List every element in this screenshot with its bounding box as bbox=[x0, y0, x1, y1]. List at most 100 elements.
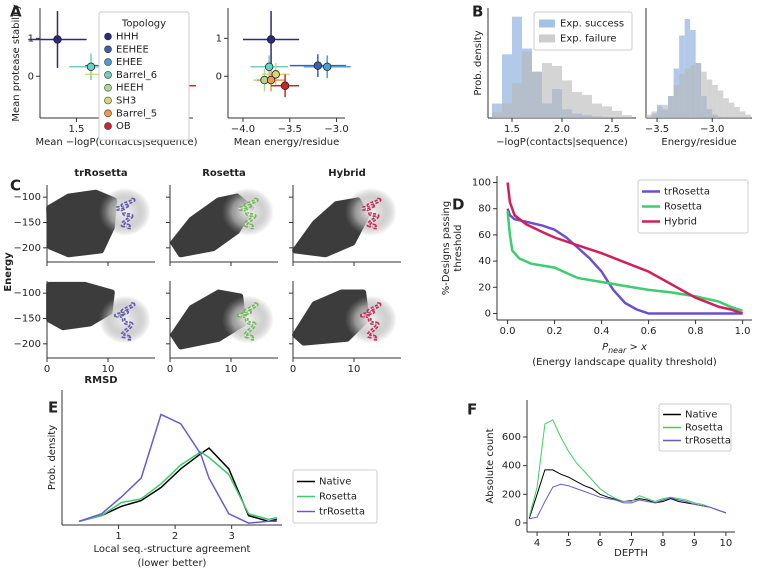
legend-label: Barrel_5 bbox=[116, 108, 157, 119]
legend-marker bbox=[104, 71, 112, 79]
x-tick-label: 0.8 bbox=[688, 326, 704, 337]
x-axis-label: RMSD bbox=[84, 375, 117, 386]
histogram-bar bbox=[522, 51, 532, 118]
x-tick-label: 8 bbox=[660, 538, 666, 549]
legend-label: Native bbox=[319, 477, 351, 488]
histogram-bar bbox=[662, 104, 669, 118]
y-tick-label: 40 bbox=[478, 256, 491, 267]
y-tick-label: −200 bbox=[14, 243, 41, 254]
x-axis-label: DEPTH bbox=[614, 548, 648, 559]
legend-label: Barrel_6 bbox=[116, 70, 157, 81]
x-tick-label: 0.4 bbox=[594, 326, 610, 337]
point bbox=[313, 61, 323, 70]
legend-label: trRosetta bbox=[664, 187, 710, 198]
legend-label: HEEH bbox=[116, 83, 144, 94]
legend-title: Topology bbox=[121, 19, 166, 30]
legend-box bbox=[292, 469, 378, 524]
histogram-bar bbox=[502, 103, 512, 118]
y-tick-label: 60 bbox=[478, 230, 491, 241]
x-tick-label: 2.0 bbox=[554, 124, 570, 135]
y-tick-label: −100 bbox=[14, 192, 41, 203]
histogram-bar bbox=[532, 71, 542, 118]
y-axis-label: Prob. density bbox=[473, 30, 484, 95]
legend-label: Hybrid bbox=[664, 217, 697, 228]
legend-swatch bbox=[539, 19, 555, 28]
x-tick-label: 10 bbox=[225, 364, 238, 375]
line-series bbox=[506, 211, 743, 312]
legend-marker bbox=[104, 109, 112, 118]
histogram-bar bbox=[745, 114, 751, 118]
line-series bbox=[506, 182, 744, 315]
line-series bbox=[528, 419, 727, 518]
point bbox=[53, 35, 62, 44]
histogram-bar bbox=[690, 65, 696, 118]
protein-cartoon bbox=[361, 303, 380, 340]
x-tick-label: 1.0 bbox=[735, 326, 751, 337]
y-axis-label: Mean protease stability bbox=[11, 4, 22, 121]
y-tick-label: −100 bbox=[14, 288, 41, 299]
x-axis-label-part: P bbox=[602, 342, 609, 353]
y-tick-label: 20 bbox=[478, 282, 491, 293]
histogram-bar bbox=[502, 54, 512, 118]
legend-label: Rosetta bbox=[319, 492, 357, 503]
legend-label: Exp. failure bbox=[560, 34, 617, 45]
protein-cartoon bbox=[115, 303, 134, 340]
native-glow bbox=[344, 187, 397, 236]
x-axis-label: Pnear > x bbox=[602, 342, 647, 355]
x-tick-label: −4.0 bbox=[231, 124, 255, 135]
legend-marker bbox=[104, 122, 112, 130]
histogram-bar bbox=[651, 111, 658, 118]
x-tick-label: 9 bbox=[691, 538, 697, 549]
legend-label: EHEE bbox=[116, 57, 142, 68]
x-tick-label: 2.5 bbox=[604, 124, 620, 135]
protein-cartoon bbox=[238, 303, 257, 340]
histogram-bar bbox=[723, 98, 729, 118]
legend-label: trRosetta bbox=[319, 507, 365, 518]
line-series bbox=[78, 450, 278, 523]
y-axis-label: threshold bbox=[453, 224, 464, 271]
histogram-bar bbox=[728, 102, 735, 118]
x-tick-label: −3.5 bbox=[278, 124, 302, 135]
legend-label: Exp. success bbox=[560, 19, 624, 30]
point bbox=[280, 81, 290, 90]
x-tick-label: 1.5 bbox=[68, 124, 84, 135]
histogram-bar bbox=[679, 74, 685, 118]
histogram-bar bbox=[572, 91, 582, 118]
x-tick-label: 0 bbox=[167, 364, 173, 375]
histogram-bar bbox=[562, 80, 572, 118]
legend-box bbox=[658, 403, 732, 452]
panel-label: D bbox=[452, 196, 464, 214]
subplot-title: Hybrid bbox=[328, 168, 366, 179]
histogram-bar bbox=[492, 103, 502, 118]
x-tick-label: 0.2 bbox=[547, 326, 563, 337]
x-tick-label: −3.5 bbox=[645, 124, 669, 135]
histogram-bar bbox=[492, 112, 502, 118]
histogram-bar bbox=[695, 63, 702, 118]
y-tick-label: −150 bbox=[14, 217, 41, 228]
legend-box bbox=[637, 179, 749, 234]
x-axis-label: −logP(contacts|sequence) bbox=[496, 137, 628, 148]
y-tick-label: 80 bbox=[478, 204, 491, 215]
legend-label: trRosetta bbox=[685, 436, 731, 447]
histogram-bar bbox=[684, 68, 691, 118]
point bbox=[323, 62, 332, 71]
point bbox=[271, 70, 280, 79]
y-axis-label: %-Designs passing bbox=[441, 201, 452, 295]
legend-marker bbox=[104, 45, 112, 54]
legend-marker bbox=[104, 32, 112, 41]
histogram-bar bbox=[592, 103, 602, 118]
x-axis-label-part: > x bbox=[626, 342, 647, 353]
y-tick-label: 400 bbox=[502, 461, 521, 472]
x-tick-label: 0.0 bbox=[500, 326, 516, 337]
y-tick-label: 0 bbox=[216, 71, 222, 82]
native-glow bbox=[98, 187, 151, 236]
x-tick-label: 0 bbox=[290, 364, 296, 375]
histogram-bar bbox=[602, 106, 612, 118]
histogram-bar bbox=[657, 107, 663, 118]
histogram-bar bbox=[701, 71, 707, 118]
panel-label: A bbox=[10, 3, 22, 21]
point bbox=[264, 62, 274, 71]
y-tick-label: −150 bbox=[14, 313, 41, 324]
x-tick-label: 6 bbox=[597, 538, 603, 549]
